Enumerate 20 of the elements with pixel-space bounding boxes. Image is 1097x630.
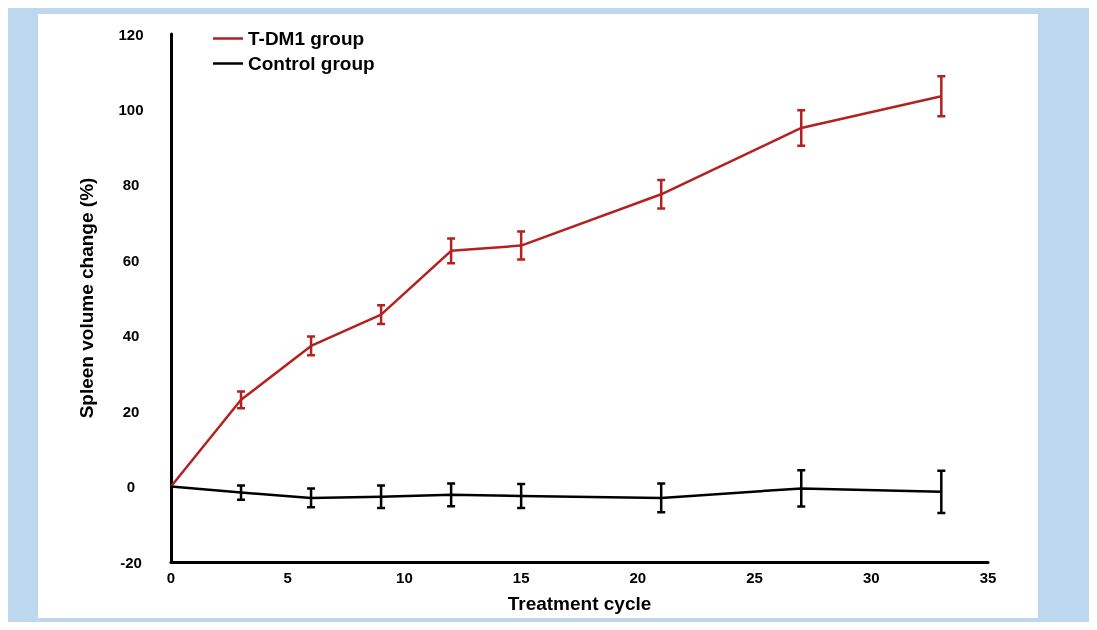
y-axis-title: Spleen volume change (%) [76,177,97,419]
y-tick-label: 120 [118,25,144,43]
y-tick-label: -20 [120,553,142,571]
x-tick-label: 25 [746,569,763,586]
x-axis-title: Treatment cycle [507,593,652,614]
legend-label: T-DM1 group [248,28,365,49]
x-tick-label: 10 [396,569,413,586]
x-tick-label: 5 [283,569,292,586]
y-tick-label: 20 [122,402,140,420]
y-tick-label: 0 [126,478,136,496]
x-tick-label: 20 [629,569,647,586]
x-tick-label: 30 [862,569,880,586]
x-tick-label: 0 [166,569,176,586]
y-tick-label: 80 [122,176,140,194]
y-tick-label: 40 [122,327,140,345]
y-tick-label: 60 [122,251,140,269]
legend-label: Control group [248,53,375,74]
x-tick-label: 15 [512,569,530,586]
x-tick-label: 35 [979,569,997,586]
y-tick-label: 100 [118,100,144,118]
